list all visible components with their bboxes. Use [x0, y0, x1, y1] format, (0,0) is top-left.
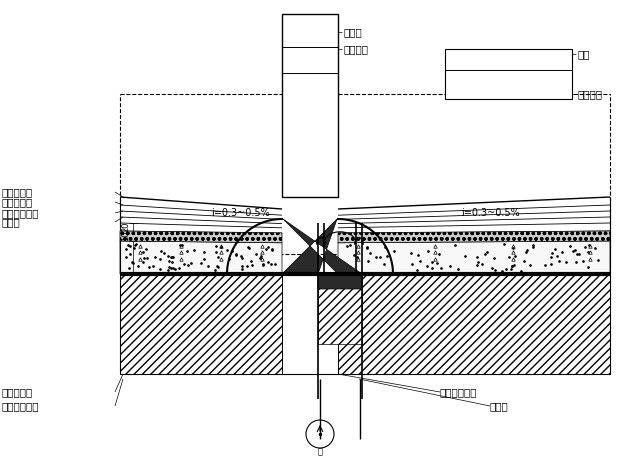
Text: 北: 北	[318, 447, 323, 456]
Bar	[282, 14, 338, 197]
Text: 防水胶泥: 防水胶泥	[343, 44, 368, 54]
Text: 专用粘结剂: 专用粘结剂	[2, 197, 33, 207]
Text: 防水层: 防水层	[343, 27, 362, 37]
Polygon shape	[338, 231, 610, 243]
Polygon shape	[318, 274, 362, 344]
Text: i=0.3~0.5%: i=0.3~0.5%	[211, 208, 269, 218]
Polygon shape	[120, 231, 282, 243]
Polygon shape	[338, 274, 610, 374]
Polygon shape	[120, 274, 282, 374]
Text: 防水胶泥: 防水胶泥	[577, 89, 602, 99]
Text: 排水管: 排水管	[490, 401, 509, 411]
Text: 防水层: 防水层	[2, 217, 21, 227]
Text: 水泥砂浆封堵: 水泥砂浆封堵	[440, 387, 477, 397]
Text: 建筑结构层: 建筑结构层	[2, 387, 33, 397]
Polygon shape	[120, 241, 282, 274]
Text: 10: 10	[121, 231, 130, 241]
Bar	[445, 49, 572, 99]
Text: 地面光成面: 地面光成面	[2, 187, 33, 197]
Text: 管孔凿毛处理: 管孔凿毛处理	[2, 401, 40, 411]
Text: 地漏: 地漏	[577, 49, 589, 59]
Text: 水泥砂结合层: 水泥砂结合层	[2, 208, 40, 218]
Polygon shape	[282, 219, 362, 289]
Polygon shape	[338, 241, 610, 274]
Text: 20: 20	[121, 222, 130, 232]
Text: i=0.3~0.5%: i=0.3~0.5%	[460, 208, 520, 218]
